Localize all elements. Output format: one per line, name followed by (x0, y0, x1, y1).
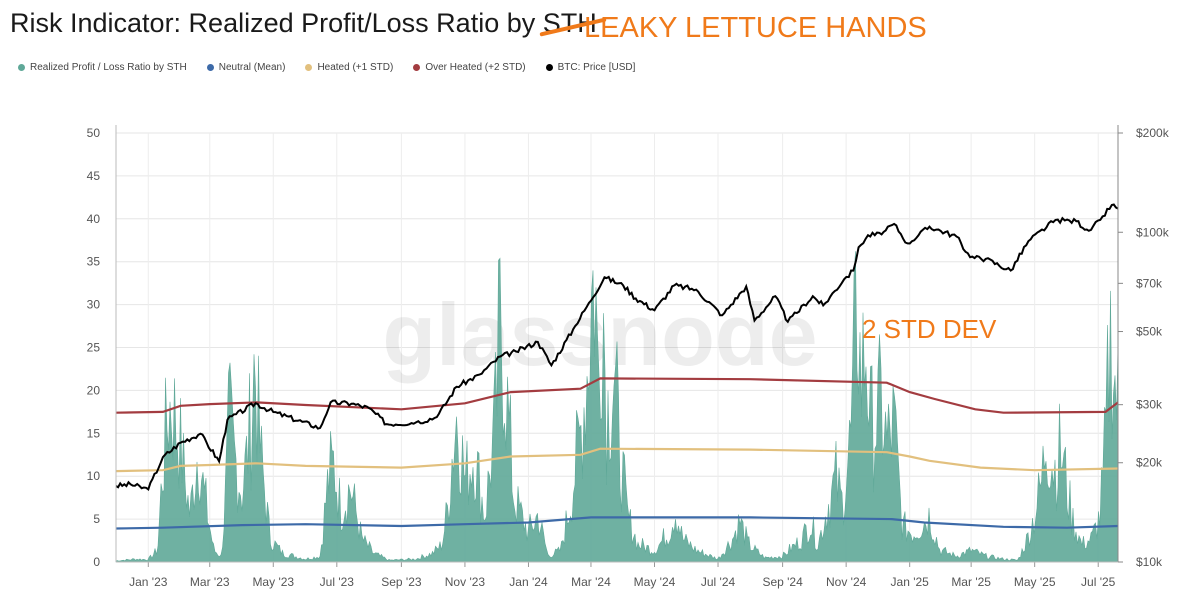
leaky-lettuce-hands-annotation: LEAKY LETTUCE HANDS (584, 12, 927, 44)
legend-dot (413, 64, 421, 71)
chart-title: Risk Indicator: Realized Profit/Loss Rat… (10, 8, 607, 39)
legend-dot (305, 64, 313, 71)
y-right-tick-label: $70k (1136, 276, 1163, 290)
legend-dot (206, 64, 214, 71)
legend-dot (18, 64, 25, 71)
y-right-tick-label: $50k (1136, 325, 1163, 339)
btc-price-line (115, 203, 1119, 492)
legend-item-neutral[interactable]: Neutral (Mean) (206, 62, 286, 73)
legend-item-heated[interactable]: Heated (+1 STD) (305, 62, 393, 73)
x-tick-label: May '23 (252, 575, 294, 589)
axes: 0 5 10 15 20 25 30 35 40 45 50 $10k $20k $30k $50k $70k… (87, 125, 1170, 589)
x-tick-label: Sep '24 (762, 575, 803, 589)
x-tick-label: Jul '23 (320, 575, 355, 589)
y-left-tick-label: 0 (93, 555, 100, 569)
y-left-tick-label: 20 (87, 383, 101, 397)
x-tick-label: Mar '23 (190, 575, 230, 589)
title-text: Risk Indicator: Realized Profit/Loss Rat… (10, 8, 543, 38)
over-heated-line (115, 377, 1119, 414)
y-right-tick-label: $200k (1136, 126, 1170, 140)
x-tick-label: Jan '25 (891, 575, 930, 589)
ratio-area-series (115, 251, 1119, 563)
y-left-tick-label: 5 (93, 512, 100, 526)
x-tick-label: Sep '23 (381, 575, 422, 589)
y-left-tick-label: 40 (87, 212, 101, 226)
struck-word: STH (539, 8, 607, 39)
x-tick-label: Jan '23 (129, 575, 168, 589)
x-tick-label: Nov '24 (826, 575, 867, 589)
legend-label: Neutral (Mean) (218, 62, 286, 73)
y-left-tick-label: 45 (87, 169, 101, 183)
two-std-dev-annotation: 2 STD DEV (862, 314, 997, 344)
x-tick-label: May '25 (1014, 575, 1056, 589)
btc-price-series (115, 203, 1119, 492)
x-tick-label: Mar '24 (571, 575, 611, 589)
y-right-tick-label: $30k (1136, 398, 1163, 412)
legend-item-ratio[interactable]: Realized Profit / Loss Ratio by STH (18, 62, 187, 73)
legend-dot (545, 64, 553, 71)
y-left-tick-label: 30 (87, 298, 101, 312)
x-tick-label: Mar '25 (951, 575, 991, 589)
legend-label: BTC: Price [USD] (557, 62, 636, 73)
y-right-tick-label: $100k (1136, 225, 1170, 239)
legend-label: Over Heated (+2 STD) (425, 62, 526, 73)
watermark: glassnode (382, 285, 817, 384)
legend-label: Heated (+1 STD) (317, 62, 394, 73)
legend-item-over-heated[interactable]: Over Heated (+2 STD) (413, 62, 526, 73)
y-right-tick-label: $10k (1136, 555, 1163, 569)
y-right-tick-label: $20k (1136, 456, 1163, 470)
band-lines (115, 377, 1119, 530)
neutral-mean-line (115, 516, 1119, 530)
y-left-tick-label: 10 (87, 469, 101, 483)
y-left-tick-label: 15 (87, 426, 101, 440)
x-tick-label: May '24 (634, 575, 676, 589)
x-tick-label: Jul '25 (1081, 575, 1116, 589)
y-left-tick-label: 25 (87, 341, 101, 355)
x-tick-label: Jan '24 (509, 575, 548, 589)
heated-line (115, 447, 1119, 473)
y-left-tick-label: 35 (87, 255, 101, 269)
ratio-area (115, 251, 1119, 563)
legend-item-btc-price[interactable]: BTC: Price [USD] (545, 62, 636, 73)
legend-label: Realized Profit / Loss Ratio by STH (30, 62, 187, 73)
legend: Realized Profit / Loss Ratio by STH Neut… (18, 62, 635, 73)
x-tick-label: Nov '23 (445, 575, 486, 589)
y-left-tick-label: 50 (87, 126, 101, 140)
x-tick-label: Jul '24 (701, 575, 736, 589)
